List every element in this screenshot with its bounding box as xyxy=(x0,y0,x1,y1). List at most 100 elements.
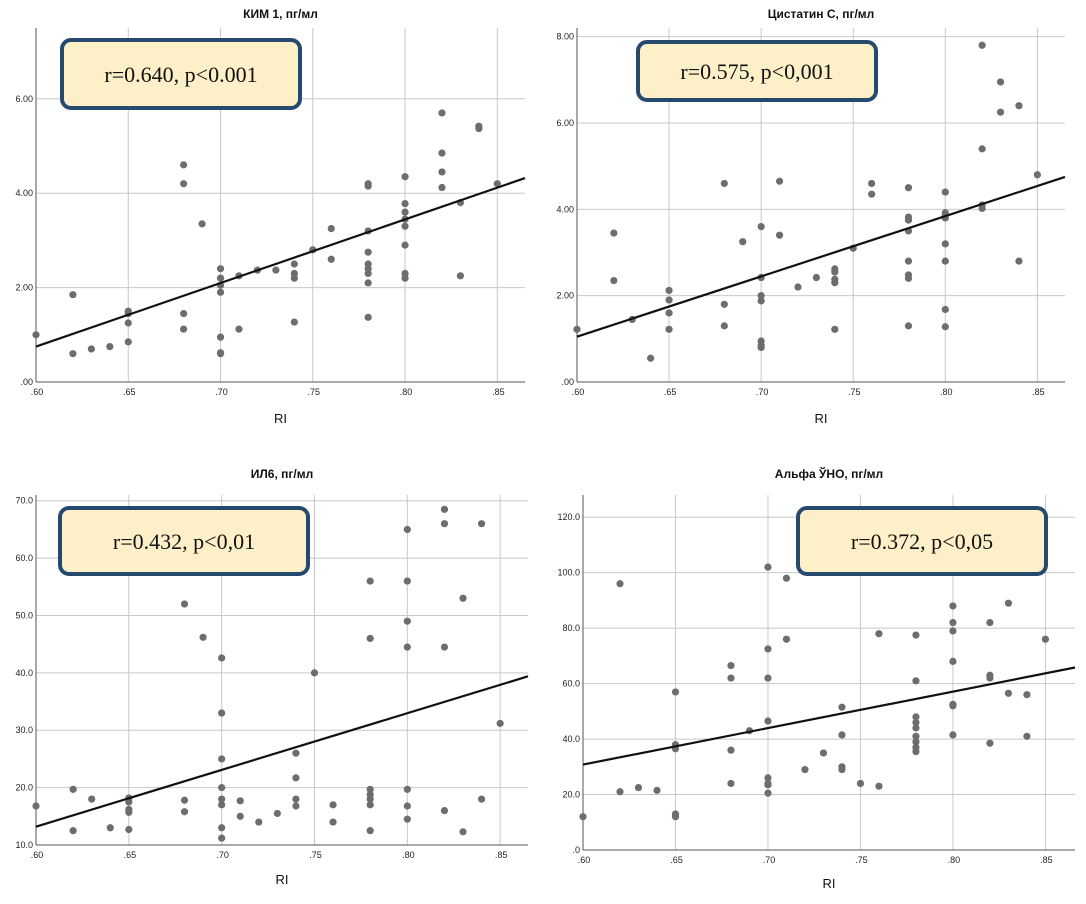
data-point xyxy=(493,180,501,188)
data-point xyxy=(757,292,765,300)
data-point xyxy=(720,300,728,308)
data-point xyxy=(912,738,920,746)
data-point xyxy=(218,824,226,832)
x-tick-label: .60 xyxy=(31,850,44,860)
data-point xyxy=(180,161,188,169)
data-point xyxy=(801,765,809,774)
data-point xyxy=(739,238,747,246)
y-tick-label: 4.00 xyxy=(15,188,33,198)
chart-title: Цистатин С, пг/мл xyxy=(768,7,875,21)
data-point xyxy=(125,798,133,806)
data-point xyxy=(496,719,504,727)
annotation-box xyxy=(60,38,302,110)
data-point xyxy=(764,645,772,653)
data-point xyxy=(290,318,298,326)
data-point xyxy=(216,265,225,273)
y-tick-label: 40.0 xyxy=(15,668,33,678)
data-point xyxy=(610,229,618,237)
data-point xyxy=(775,231,784,239)
data-point xyxy=(292,749,300,757)
data-point xyxy=(831,279,839,287)
data-point xyxy=(273,809,281,818)
x-tick-label: .65 xyxy=(123,387,136,397)
data-point xyxy=(1015,102,1023,110)
data-point xyxy=(440,505,449,513)
data-point xyxy=(327,225,335,233)
data-point xyxy=(218,801,226,809)
data-point xyxy=(665,286,673,295)
correlation-text: r=0.640, p<0.001 xyxy=(104,62,257,87)
x-tick-label: .75 xyxy=(855,855,868,865)
y-tick-label: 70.0 xyxy=(15,496,33,506)
data-point xyxy=(875,782,883,790)
data-point xyxy=(477,795,486,803)
annotation-box xyxy=(796,506,1048,576)
correlation-annotation: r=0.432, p<0,01 xyxy=(58,506,310,576)
data-point xyxy=(310,669,319,677)
data-point xyxy=(838,731,846,739)
x-tick-label: .85 xyxy=(492,387,505,397)
data-point xyxy=(218,709,226,717)
data-point xyxy=(199,633,207,641)
data-point xyxy=(616,788,624,796)
data-point xyxy=(1033,171,1041,179)
x-axis-label: RI xyxy=(274,411,287,426)
data-point xyxy=(904,184,913,192)
data-point xyxy=(912,718,920,727)
chart-title: Альфа ЎНО, пг/мл xyxy=(775,466,883,481)
data-point xyxy=(1041,635,1050,643)
data-point xyxy=(904,322,913,330)
data-point xyxy=(477,520,486,528)
data-point xyxy=(757,222,765,231)
data-point xyxy=(218,795,226,803)
x-axis-label: RI xyxy=(276,872,289,887)
data-point xyxy=(727,661,735,670)
data-point xyxy=(438,109,446,117)
regression-line xyxy=(576,175,1066,338)
data-point xyxy=(978,204,986,213)
data-point xyxy=(364,182,372,190)
data-point xyxy=(653,786,661,794)
data-point xyxy=(401,241,409,249)
x-tick-label: .65 xyxy=(670,855,683,865)
regression-line xyxy=(35,675,529,828)
correlation-text: r=0.575, p<0,001 xyxy=(680,59,833,84)
data-point xyxy=(794,283,802,291)
x-tick-label: .85 xyxy=(1032,387,1045,397)
data-point xyxy=(456,272,465,280)
data-point xyxy=(32,331,40,339)
data-point xyxy=(838,703,846,711)
data-point xyxy=(180,309,188,318)
correlation-annotation: r=0.575, p<0,001 xyxy=(636,40,878,102)
data-point xyxy=(329,818,337,826)
data-point xyxy=(727,746,735,754)
data-point xyxy=(366,801,374,809)
data-point xyxy=(88,795,96,803)
data-point xyxy=(782,635,791,643)
data-point xyxy=(912,732,920,740)
data-point xyxy=(912,713,920,721)
y-tick-label: .00 xyxy=(20,377,33,387)
data-point xyxy=(941,305,949,314)
data-point xyxy=(438,149,446,157)
data-point xyxy=(366,795,374,803)
data-point xyxy=(720,322,728,330)
data-point xyxy=(124,319,132,327)
y-tick-label: 20.0 xyxy=(15,783,33,793)
chart-title: ИЛ6, пг/мл xyxy=(251,467,313,481)
data-point xyxy=(986,739,994,747)
data-point xyxy=(579,813,587,821)
data-point xyxy=(438,168,446,176)
data-point xyxy=(634,783,643,792)
regression-line xyxy=(582,666,1076,766)
data-point xyxy=(235,325,243,333)
data-point xyxy=(180,180,188,188)
data-point xyxy=(868,190,876,198)
data-point xyxy=(986,618,994,627)
data-point xyxy=(720,179,728,188)
y-tick-label: 4.00 xyxy=(556,204,574,214)
data-point xyxy=(403,525,411,534)
correlation-annotation: r=0.372, p<0,05 xyxy=(796,506,1048,576)
data-point xyxy=(125,808,133,816)
